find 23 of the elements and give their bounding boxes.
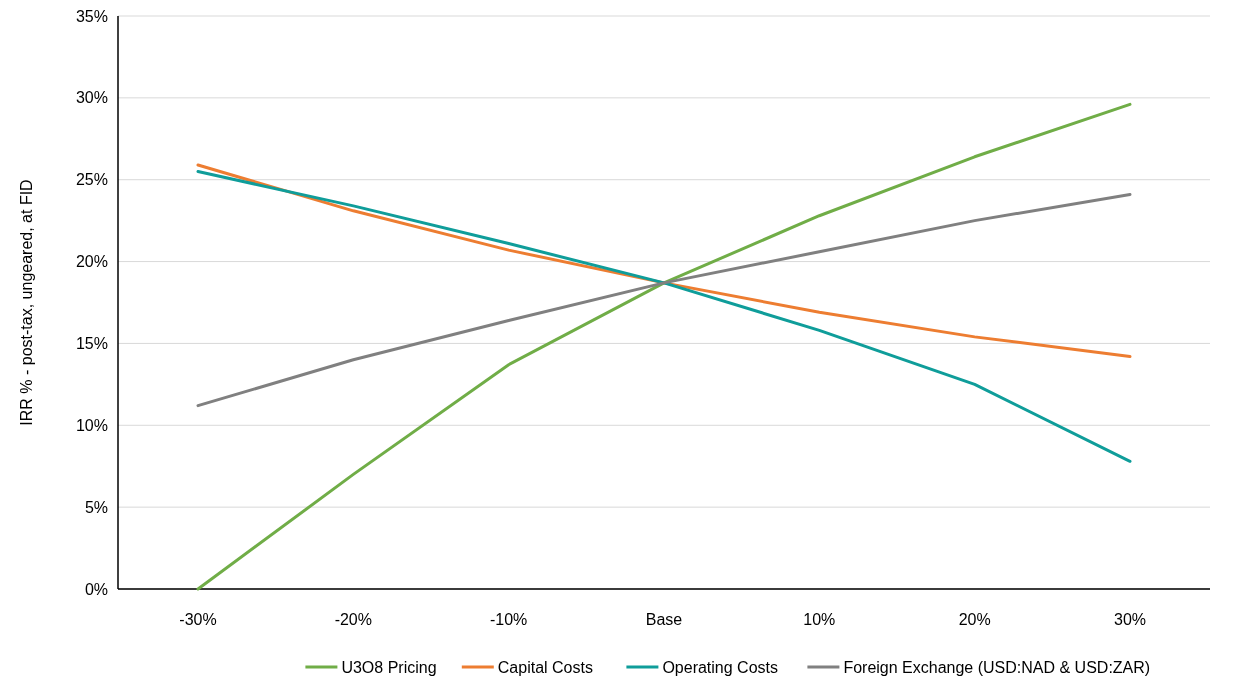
y-tick-label: 15%	[75, 335, 108, 353]
legend-label: Capital Costs	[497, 658, 593, 676]
line-series	[196, 192, 1132, 408]
line-series	[196, 102, 1132, 591]
x-tick-label: 20%	[958, 611, 991, 628]
legend-label: U3O8 Pricing	[341, 658, 437, 676]
x-tick-label: Base	[645, 611, 683, 628]
y-tick-label: 25%	[75, 171, 108, 189]
line-series	[196, 170, 1132, 463]
legend-label: Operating Costs	[662, 658, 779, 676]
legend-label: Foreign Exchange (USD:NAD & USD:ZAR)	[843, 658, 1151, 676]
y-tick-label: 10%	[75, 416, 108, 434]
x-tick-label: 10%	[803, 611, 836, 628]
y-tick-label: 0%	[84, 580, 108, 598]
y-tick-label: 5%	[84, 498, 108, 516]
x-tick-label: -30%	[179, 611, 217, 628]
y-axis-title: IRR % - post-tax, ungeared, at FID	[18, 179, 35, 426]
y-tick-label: 30%	[75, 89, 108, 107]
x-tick-label: -10%	[489, 611, 528, 628]
y-tick-label: 20%	[75, 253, 108, 271]
y-tick-label: 35%	[75, 7, 108, 25]
x-tick-label: 30%	[1113, 611, 1147, 628]
x-tick-label: -20%	[334, 611, 373, 628]
